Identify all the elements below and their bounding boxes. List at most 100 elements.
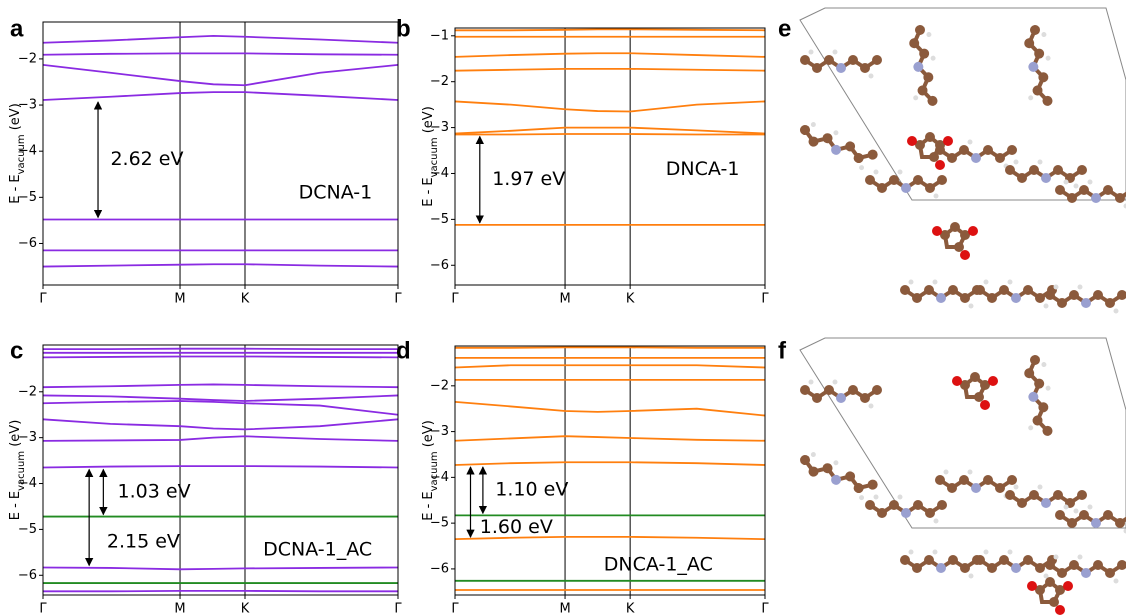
panel-label: d xyxy=(396,337,411,364)
panel-label: e xyxy=(778,15,791,42)
x-tick-label: Γ xyxy=(39,602,47,615)
y-tick-label: −5 xyxy=(430,516,449,531)
y-tick-label: −6 xyxy=(430,561,449,576)
y-tick-label: −4 xyxy=(18,144,37,159)
band-line xyxy=(42,91,399,101)
band-line xyxy=(454,52,766,58)
x-tick-label: Γ xyxy=(761,292,769,307)
y-tick-label: −4 xyxy=(430,166,449,181)
x-tick-label: Γ xyxy=(761,602,769,615)
x-tick-label: Γ xyxy=(451,602,459,615)
band-line xyxy=(42,566,399,571)
x-tick-label: M xyxy=(174,292,185,307)
y-axis-label: E - Evacuum (eV) xyxy=(8,103,27,204)
panel-label: b xyxy=(396,15,411,42)
y-tick-label: −3 xyxy=(430,120,449,135)
y-tick-label: −3 xyxy=(430,424,449,439)
band-line xyxy=(42,355,399,359)
y-tick-label: −5 xyxy=(18,522,37,537)
gap-annotation: 2.15 eV xyxy=(107,531,180,553)
band-line xyxy=(42,465,399,469)
charts: a−6−5−4−3−2Γ M K ΓE - Evacuum (eV)2.62 eVDC… xyxy=(8,15,770,615)
x-tick-label: M xyxy=(174,602,185,615)
band-line xyxy=(454,364,766,369)
y-tick-label: −3 xyxy=(18,98,37,113)
y-tick-label: −2 xyxy=(430,74,449,89)
band-structure-panel: b −6 −5 −4 −3 −2 −1 Γ M K Γ E - Evacuum (eV) 1.97 eV… xyxy=(396,15,769,306)
gap-annotation: 1.60 eV xyxy=(480,516,553,538)
y-axis-label-part: E - E xyxy=(8,491,23,520)
band-line xyxy=(42,34,399,44)
x-tick-label: M xyxy=(559,292,570,307)
x-tick-label: Γ xyxy=(451,292,459,307)
band-line xyxy=(42,52,399,56)
y-tick-label: −2 xyxy=(18,384,37,399)
x-tick-label: M xyxy=(559,602,570,615)
y-axis-label-part: vacuum xyxy=(16,451,27,491)
y-tick-label: −6 xyxy=(18,236,37,251)
y-axis-label-part: (eV) xyxy=(8,420,23,451)
y-axis-label-part: (eV) xyxy=(421,106,436,137)
x-tick-label: K xyxy=(241,292,250,307)
y-tick-label: −6 xyxy=(18,568,37,583)
panel-label: c xyxy=(10,337,23,364)
band-line xyxy=(42,394,399,402)
structure-image-e: e xyxy=(778,7,1126,316)
structure-image-f: f xyxy=(778,337,1126,615)
material-label: DCNA-1 xyxy=(299,181,373,203)
y-tick-label: −2 xyxy=(430,378,449,393)
band-line xyxy=(454,461,766,466)
band-line xyxy=(454,100,766,113)
plot-frame xyxy=(42,21,399,286)
y-tick-label: −2 xyxy=(18,51,37,66)
gap-annotation: 1.03 eV xyxy=(118,481,191,503)
y-axis-label-part: E - E xyxy=(8,174,23,203)
y-axis-label: E - Evacuum (eV) xyxy=(421,420,440,521)
x-tick-label: K xyxy=(626,602,635,615)
band-line xyxy=(42,383,399,389)
y-tick-label: −3 xyxy=(18,430,37,445)
y-tick-label: −5 xyxy=(430,212,449,227)
band-line xyxy=(42,418,399,431)
band-line xyxy=(455,28,766,32)
y-tick-label: −4 xyxy=(430,470,449,485)
band-structure-panel: d −6 −5 −4 −3 −2 Γ M K Γ E - Evacuum (eV) 1.10 eV 1.… xyxy=(396,337,769,615)
y-axis-label-part: E - E xyxy=(421,491,436,520)
plot-frame xyxy=(454,27,766,286)
gap-annotation: 1.10 eV xyxy=(495,479,568,501)
material-label: DNCA-1 xyxy=(666,158,740,180)
x-tick-label: Γ xyxy=(39,292,47,307)
band-line xyxy=(42,435,399,442)
band-line xyxy=(454,67,766,72)
material-label: DNCA-1_AC xyxy=(604,554,713,576)
band-structure-panel: c −6 −5 −4 −3 −2 Γ M K Γ E - Evacuum (eV) 1.03 eV 2.… xyxy=(8,337,403,615)
y-tick-label: −5 xyxy=(18,190,37,205)
band-line xyxy=(42,64,399,87)
x-tick-label: Γ xyxy=(394,292,402,307)
y-axis-label: E - Evacuum (eV) xyxy=(421,106,440,207)
band-structure-panel: a −6 −5 −4 −3 −2 Γ M K Γ E - Evacuum (eV) 2.62 eV DC… xyxy=(8,15,403,306)
gap-annotation: 1.97 eV xyxy=(492,168,565,190)
y-axis-label-part: E - E xyxy=(421,177,436,206)
plot-frame xyxy=(42,344,399,596)
x-tick-label: K xyxy=(241,602,250,615)
plot-frame xyxy=(454,345,766,596)
y-axis-label-part: vacuum xyxy=(16,134,27,174)
band-line xyxy=(42,263,399,268)
panel-label: a xyxy=(10,15,24,42)
panel-label: f xyxy=(778,337,787,364)
y-tick-label: −1 xyxy=(430,28,449,43)
y-axis-label-part: vacuum xyxy=(429,451,440,491)
band-line xyxy=(454,400,766,417)
x-tick-label: K xyxy=(626,292,635,307)
material-label: DCNA-1_AC xyxy=(263,539,372,561)
band-line xyxy=(454,126,766,135)
y-axis-label-part: (eV) xyxy=(421,420,436,451)
band-line xyxy=(454,435,766,442)
y-axis-label: E - Evacuum (eV) xyxy=(8,420,27,521)
gap-annotation: 2.62 eV xyxy=(110,148,183,170)
y-tick-label: −4 xyxy=(18,476,37,491)
x-tick-label: Γ xyxy=(394,602,402,615)
band-line xyxy=(454,535,766,541)
